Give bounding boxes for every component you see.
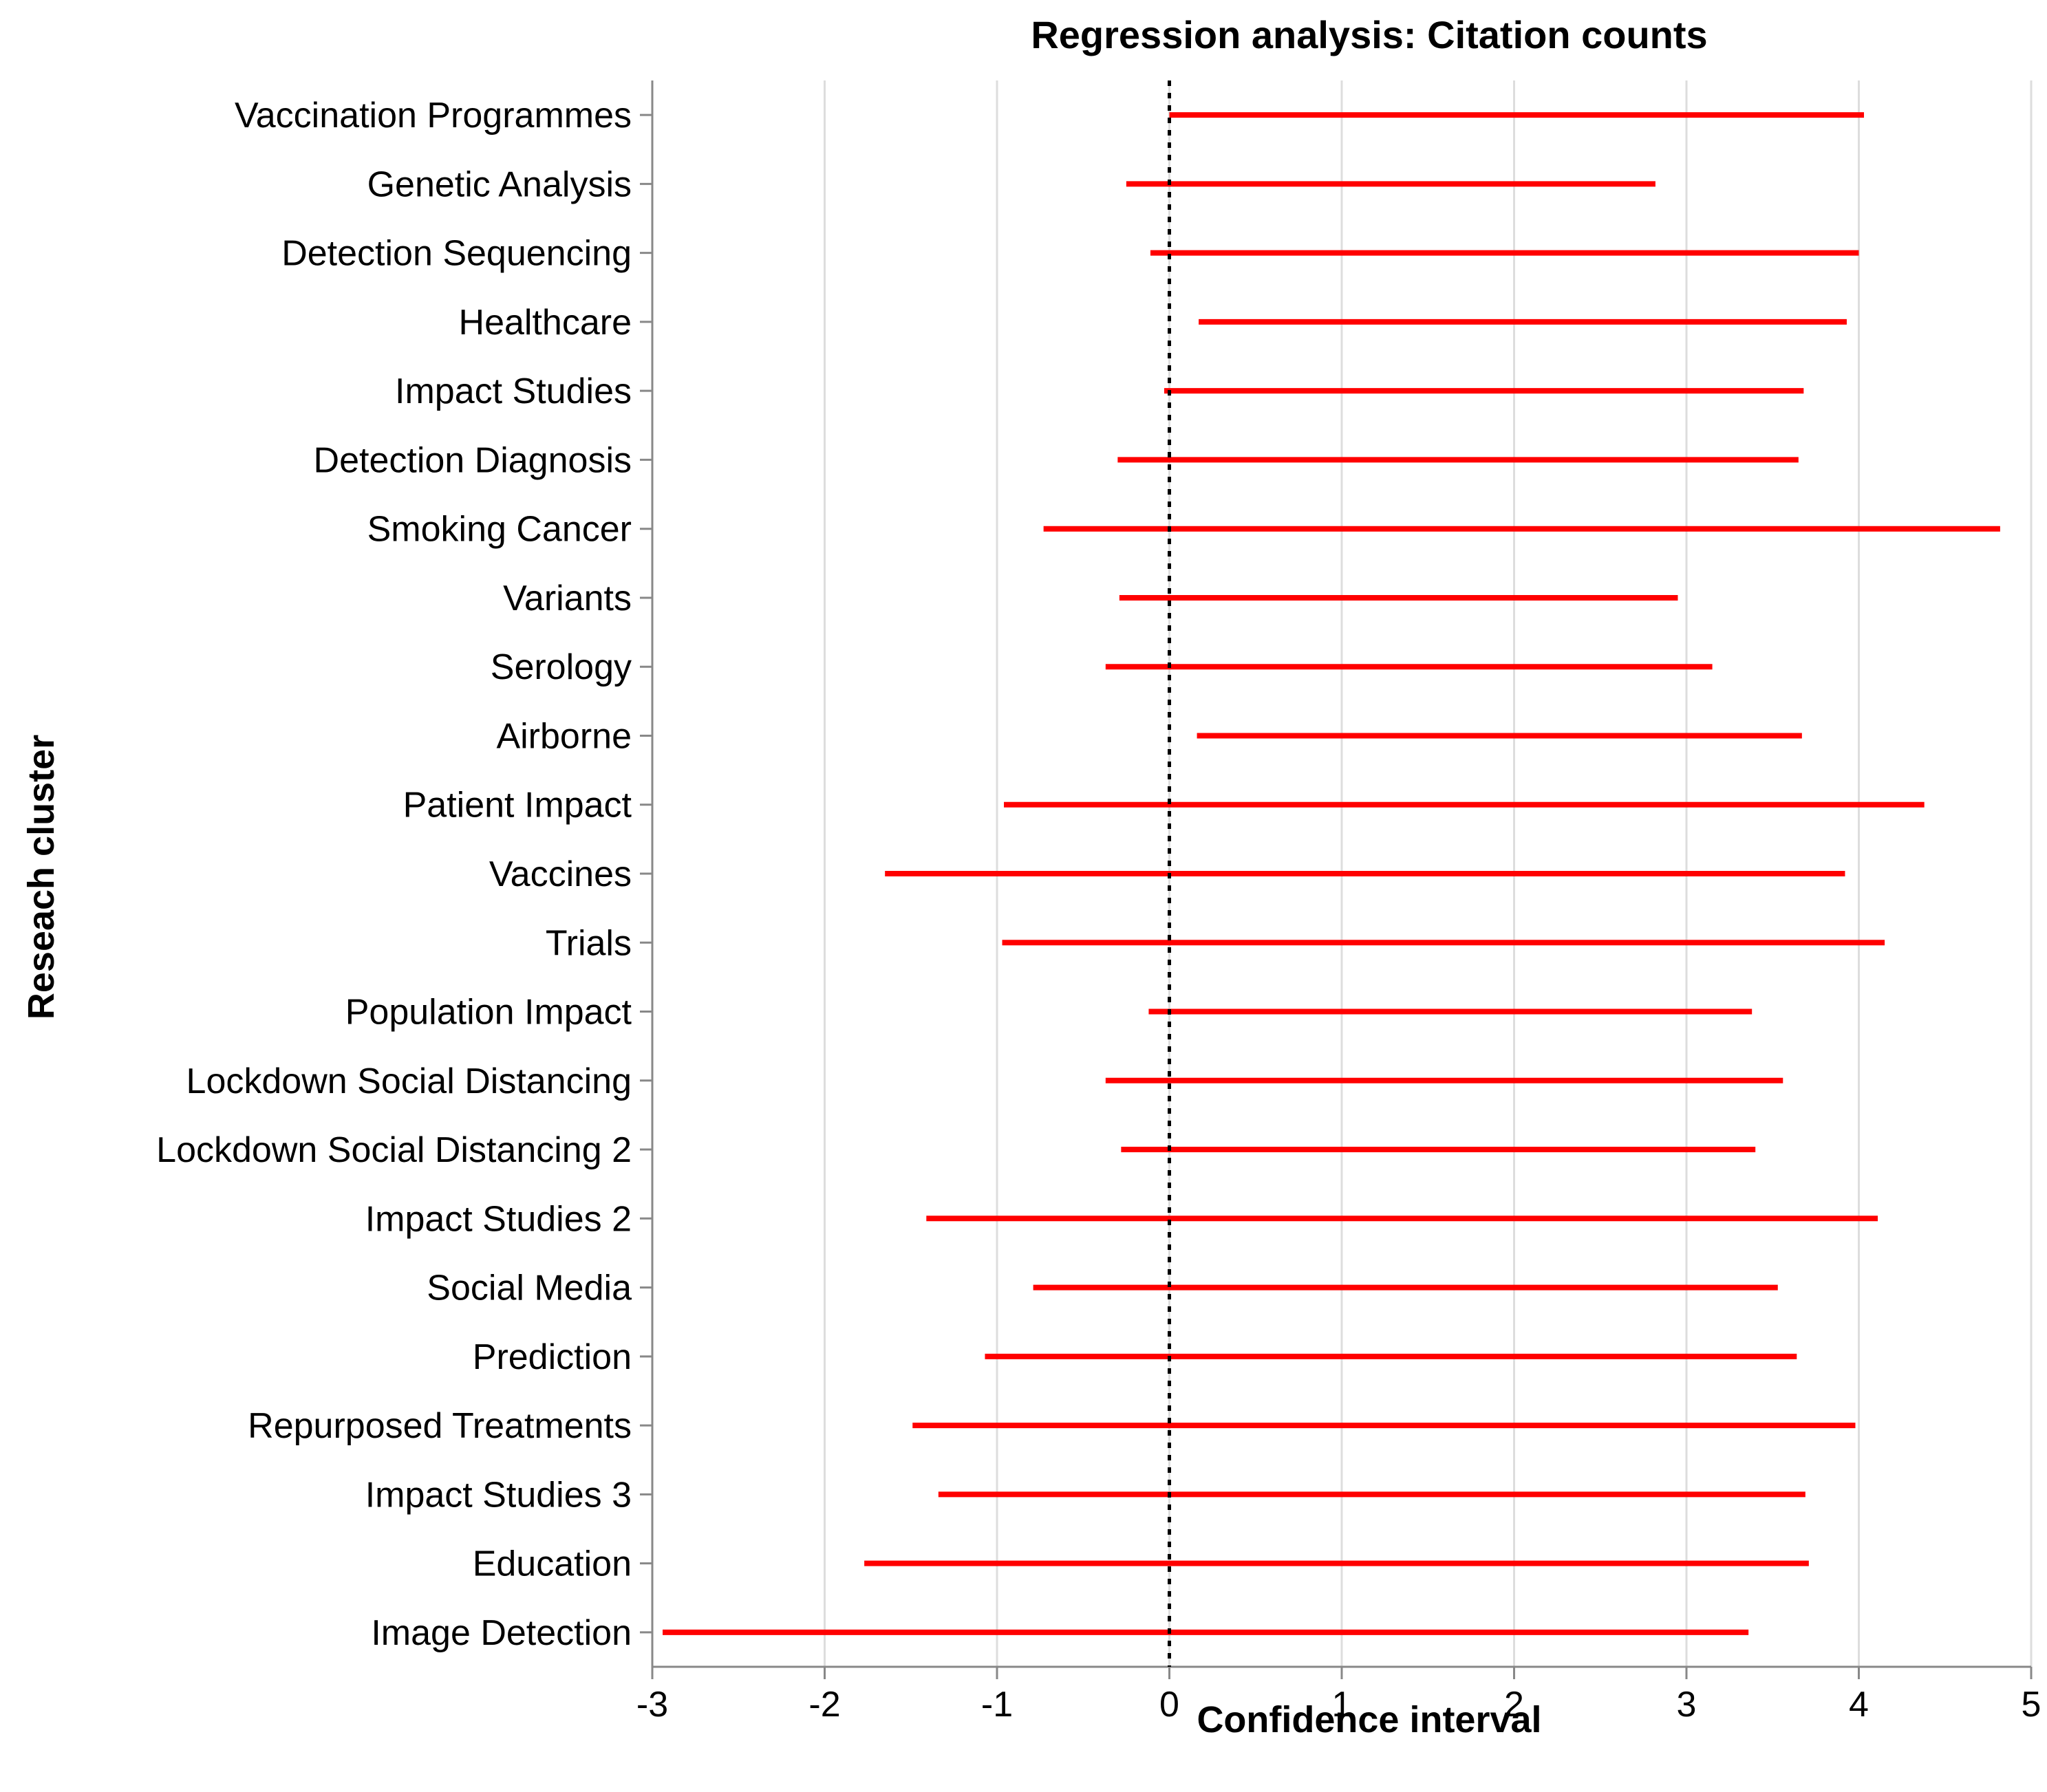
y-tick-label: Detection Sequencing: [281, 234, 632, 274]
y-tick-label: Image Detection: [371, 1613, 632, 1653]
y-tick-label: Prediction: [473, 1337, 632, 1377]
x-tick-label: 4: [1849, 1685, 1869, 1725]
y-axis-title: Reseach cluster: [21, 735, 62, 1019]
y-tick-label: Repurposed Treatments: [248, 1406, 632, 1446]
bar-layer: [663, 80, 2000, 1667]
y-tick-label: Vaccination Programmes: [235, 96, 632, 136]
y-tick-label: Population Impact: [345, 993, 632, 1033]
chart-title: Regression analysis: Citation counts: [1031, 13, 1707, 56]
x-tick-label: 1: [1332, 1685, 1352, 1725]
axis-layer: [640, 80, 2033, 1679]
y-tick-label: Impact Studies 3: [365, 1475, 632, 1515]
x-tick-label: -3: [636, 1685, 668, 1725]
y-tick-label: Impact Studies 2: [365, 1199, 632, 1239]
y-tick-label: Smoking Cancer: [367, 510, 632, 550]
y-tick-label: Social Media: [427, 1269, 632, 1308]
x-tick-label: 5: [2022, 1685, 2041, 1725]
x-tick-label: 0: [1159, 1685, 1179, 1725]
y-tick-label: Patient Impact: [403, 786, 632, 825]
x-tick-label: -2: [808, 1685, 840, 1725]
y-tick-label: Genetic Analysis: [367, 164, 632, 204]
y-tick-label: Lockdown Social Distancing: [186, 1061, 632, 1101]
x-tick-label: -1: [981, 1685, 1013, 1725]
y-tick-label: Healthcare: [459, 303, 632, 343]
y-tick-label: Education: [473, 1544, 632, 1584]
x-tick-labels: -3 -2 -1 0 1 2 3 4 5: [636, 1685, 2041, 1725]
y-tick-label: Serology: [491, 647, 632, 687]
x-axis-title: Confidence interval: [1197, 1699, 1541, 1740]
y-tick-label: Airborne: [496, 716, 632, 756]
y-tick-labels: Vaccination Programmes Genetic Analysis De…: [156, 96, 632, 1653]
y-tick-label: Variants: [503, 579, 632, 618]
y-tick-label: Detection Diagnosis: [314, 440, 632, 480]
x-tick-label: 2: [1504, 1685, 1524, 1725]
y-tick-label: Trials: [546, 923, 632, 963]
y-tick-label: Lockdown Social Distancing 2: [156, 1130, 632, 1170]
y-tick-label: Vaccines: [489, 854, 632, 894]
x-tick-label: 3: [1677, 1685, 1697, 1725]
y-tick-label: Impact Studies: [395, 371, 632, 411]
